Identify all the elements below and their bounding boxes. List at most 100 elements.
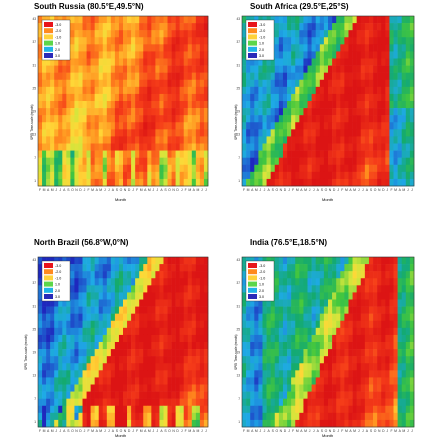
heatmap-cell [90, 101, 95, 109]
heatmap-cell [90, 405, 95, 414]
heatmap-cell [58, 115, 63, 123]
heatmap-cell [167, 398, 172, 407]
heatmap-cell [356, 157, 362, 166]
heatmap-cell [311, 58, 317, 66]
heatmap-cell [344, 150, 349, 158]
heatmap-cell [266, 58, 271, 66]
heatmap-cell [242, 356, 247, 364]
heatmap-cell [295, 136, 300, 144]
heatmap-cell [54, 164, 59, 173]
heatmap-cell [159, 44, 164, 52]
heatmap-cell [250, 377, 255, 385]
heatmap-cell [70, 377, 75, 385]
heatmap-cell [401, 370, 407, 378]
heatmap-cell [303, 129, 308, 137]
heatmap-cell [381, 384, 386, 392]
heatmap-cell [360, 23, 366, 31]
heatmap-cell [364, 122, 370, 130]
heatmap-cell [151, 58, 156, 66]
y-tick-label: 37 [236, 40, 240, 44]
heatmap-cell [38, 157, 43, 166]
heatmap-cell [323, 419, 329, 428]
heatmap-cell [199, 115, 205, 123]
heatmap-cell [323, 101, 329, 109]
heatmap-cell [135, 419, 140, 428]
heatmap-cell [278, 37, 284, 45]
heatmap-cell [332, 51, 337, 59]
heatmap-cell [352, 129, 357, 137]
heatmap-cell [381, 412, 386, 421]
heatmap-cell [344, 419, 349, 428]
heatmap-cell [242, 16, 247, 24]
heatmap-cell [307, 143, 312, 151]
heatmap-cell [393, 334, 398, 343]
heatmap-cell [131, 342, 136, 350]
heatmap-cell [262, 334, 267, 343]
heatmap-cell [147, 384, 152, 392]
heatmap-cell [311, 377, 317, 385]
heatmap-cell [299, 278, 304, 286]
heatmap-cell [282, 101, 288, 109]
heatmap-cell [191, 370, 197, 378]
heatmap-cell [42, 356, 47, 364]
heatmap-cell [307, 306, 312, 314]
x-tick-label: M [43, 429, 46, 433]
heatmap-cell [287, 86, 292, 95]
heatmap-cell [143, 257, 148, 265]
heatmap-cell [409, 391, 415, 399]
heatmap-cell [291, 419, 296, 428]
heatmap-cell [203, 129, 209, 137]
heatmap-cell [360, 405, 366, 414]
heatmap-cell [246, 384, 251, 392]
heatmap-cell [393, 363, 398, 371]
heatmap-cell [135, 72, 140, 81]
heatmap-cell [147, 101, 152, 109]
y-tick-label: 43 [32, 258, 36, 262]
heatmap-cell [94, 327, 100, 336]
heatmap-cell [70, 23, 75, 31]
heatmap-cell [397, 306, 403, 314]
heatmap-cell [151, 377, 156, 385]
heatmap-cell [82, 178, 87, 187]
heatmap-cell [307, 398, 312, 407]
heatmap-cell [74, 178, 79, 187]
heatmap-cell [179, 327, 185, 336]
heatmap-cell [94, 58, 100, 66]
heatmap-cell [348, 391, 353, 399]
legend-swatch [248, 53, 257, 58]
x-tick-label: F [88, 429, 90, 433]
heatmap-cell [352, 257, 357, 265]
heatmap-cell [295, 384, 300, 392]
heatmap-cell [323, 37, 329, 45]
heatmap-cell [70, 44, 75, 52]
heatmap-cell [360, 157, 366, 166]
x-tick-label: A [63, 429, 66, 433]
heatmap-cell [287, 264, 292, 272]
heatmap-cell [319, 398, 325, 407]
heatmap-cell [332, 122, 337, 130]
heatmap-cell [397, 356, 403, 364]
heatmap-cell [270, 405, 276, 414]
heatmap-cell [311, 16, 317, 24]
heatmap-cell [373, 271, 378, 279]
heatmap-cell [179, 108, 185, 116]
x-tick-label: A [63, 188, 66, 192]
heatmap-cell [319, 384, 325, 392]
heatmap-cell [175, 37, 180, 45]
heatmap-cell [274, 37, 280, 45]
heatmap-cell [171, 292, 176, 300]
heatmap-cell [336, 93, 341, 102]
heatmap-cell [332, 86, 337, 95]
heatmap-cell [135, 37, 140, 45]
heatmap-cell [127, 164, 132, 173]
heatmap-cell [139, 292, 144, 300]
heatmap-cell [62, 299, 67, 307]
heatmap-cell [307, 313, 312, 322]
heatmap-cell [199, 164, 205, 173]
heatmap-cell [155, 342, 160, 350]
heatmap-cell [82, 349, 87, 357]
heatmap-cell [78, 306, 83, 314]
heatmap-cell [118, 292, 124, 300]
heatmap-cell [266, 122, 271, 130]
heatmap-cell [135, 334, 140, 343]
